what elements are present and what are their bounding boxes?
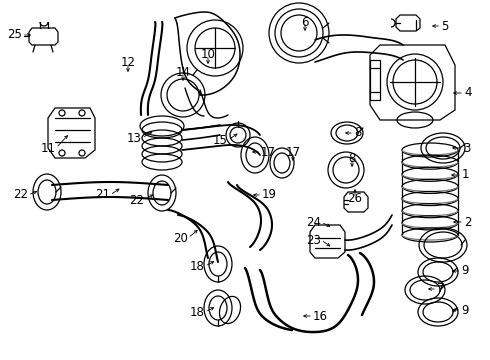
Text: 18: 18 [190,260,205,273]
Text: 24: 24 [306,216,321,229]
Text: 10: 10 [200,49,216,62]
Text: 9: 9 [461,265,468,278]
Text: 22: 22 [129,194,144,207]
Text: 8: 8 [354,126,362,139]
Text: 17: 17 [261,145,276,158]
Text: 4: 4 [464,86,471,99]
Text: 16: 16 [313,310,328,323]
Text: 21: 21 [95,189,110,202]
Text: 25: 25 [7,28,22,41]
Text: 22: 22 [13,189,28,202]
Text: 1: 1 [462,168,469,181]
Text: 26: 26 [347,192,363,204]
Text: 23: 23 [306,234,321,247]
Text: 3: 3 [463,141,470,154]
Text: 19: 19 [262,189,277,202]
Text: 15: 15 [213,134,228,147]
Text: 12: 12 [121,57,136,69]
Text: 9: 9 [461,303,468,316]
Text: 11: 11 [41,141,56,154]
Text: 14: 14 [175,66,191,78]
Text: 13: 13 [127,131,142,144]
Text: 8: 8 [348,152,356,165]
Text: 7: 7 [437,283,444,296]
Text: 5: 5 [441,19,448,32]
Text: 6: 6 [301,15,309,28]
Text: 17: 17 [286,145,300,158]
Text: 18: 18 [190,306,205,319]
Text: 20: 20 [173,231,188,244]
Text: 2: 2 [464,216,471,229]
